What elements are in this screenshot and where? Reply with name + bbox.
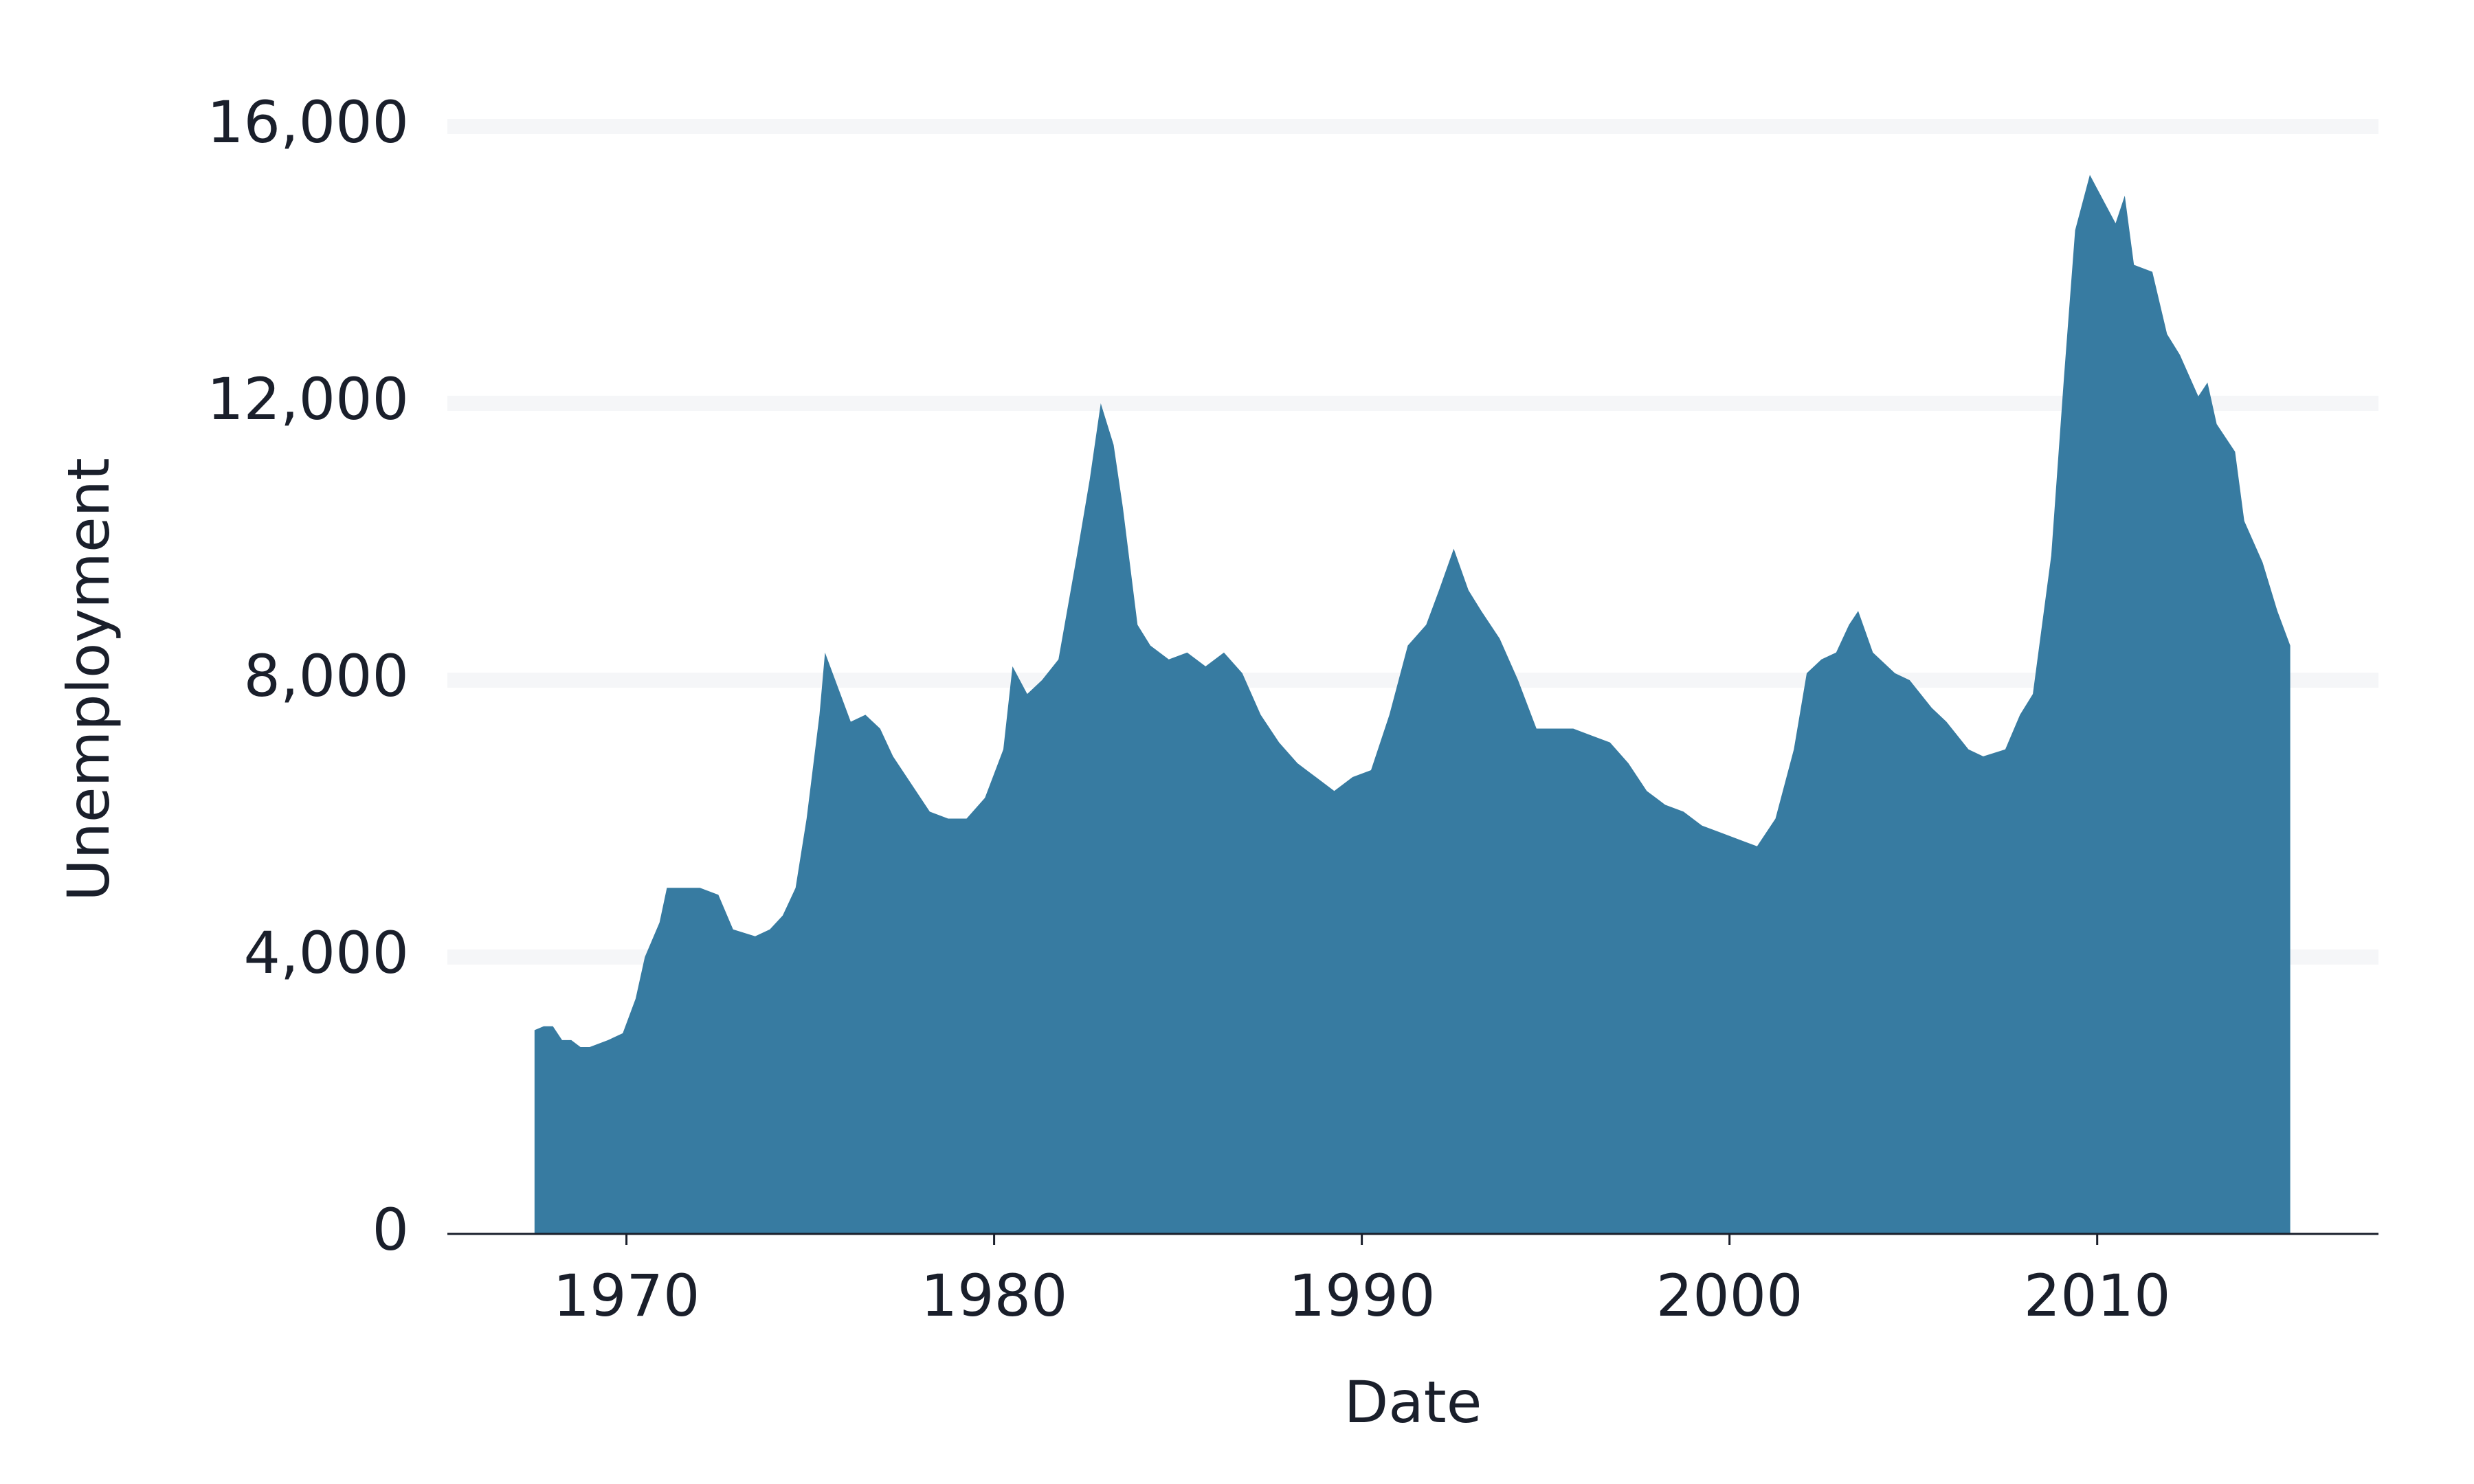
x-axis-label: Date bbox=[1344, 1369, 1482, 1436]
x-tick-label: 2000 bbox=[1656, 1262, 1803, 1329]
y-tick-label: 0 bbox=[372, 1196, 409, 1263]
y-tick-label: 16,000 bbox=[207, 89, 409, 156]
x-tick-label: 1990 bbox=[1289, 1262, 1436, 1329]
y-tick-label: 12,000 bbox=[207, 366, 409, 433]
area bbox=[534, 175, 2291, 1234]
x-tick-label: 2010 bbox=[2024, 1262, 2171, 1329]
x-tick-label: 1980 bbox=[921, 1262, 1068, 1329]
x-tick-label: 1970 bbox=[553, 1262, 700, 1329]
y-tick-label: 8,000 bbox=[244, 642, 409, 710]
y-tick-label: 4,000 bbox=[244, 919, 409, 987]
y-axis-label: Unemployment bbox=[55, 458, 122, 901]
